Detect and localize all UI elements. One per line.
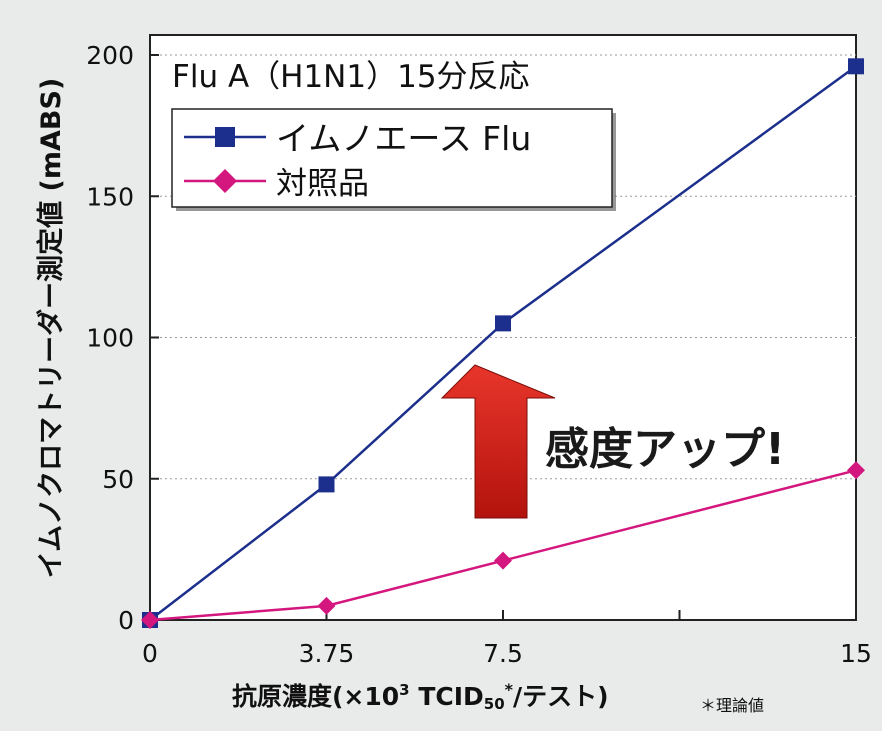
x-axis-label: 抗原濃度(×103 TCID50*/テスト) xyxy=(232,680,609,713)
axis-ticks: 0 50 100 150 200 0 3.75 7.5 15 xyxy=(86,41,872,668)
data-point-square xyxy=(318,476,335,493)
data-point-square xyxy=(495,315,511,332)
y-tick-label: 200 xyxy=(86,41,134,70)
data-point-diamond xyxy=(317,596,336,615)
legend-label-control: 対照品 xyxy=(276,166,369,202)
data-point-diamond xyxy=(494,551,512,570)
x-tick-label: 7.5 xyxy=(483,639,523,668)
series-line-0 xyxy=(149,65,857,621)
chart-title: Flu A（H1N1）15分反応 xyxy=(172,59,530,95)
legend-marker-control xyxy=(213,169,237,193)
x-tick-label: 0 xyxy=(142,639,158,668)
legend-marker-immunoace xyxy=(215,127,235,147)
legend-label-immunoace: イムノエース Flu xyxy=(276,119,531,158)
up-arrow-icon xyxy=(440,364,556,519)
annotation-text: 感度アップ! xyxy=(545,424,785,475)
x-tick-label: 3.75 xyxy=(299,639,355,668)
data-point-square xyxy=(848,58,864,75)
y-tick-label: 100 xyxy=(86,324,134,353)
y-tick-label: 150 xyxy=(86,182,134,211)
legend: イムノエース Flu 対照品 xyxy=(171,108,616,211)
x-axis-note: ＊理論値 xyxy=(700,696,764,715)
y-tick-label: 0 xyxy=(118,606,134,635)
series-layer xyxy=(141,58,865,629)
x-tick-label: 15 xyxy=(840,639,872,668)
series-line-1 xyxy=(149,469,857,622)
y-axis-label: イムノクロマトリーダー測定値 (mABS) xyxy=(35,78,67,579)
data-point-diamond xyxy=(141,611,159,629)
data-point-diamond xyxy=(847,461,865,480)
y-tick-label: 50 xyxy=(102,465,134,494)
